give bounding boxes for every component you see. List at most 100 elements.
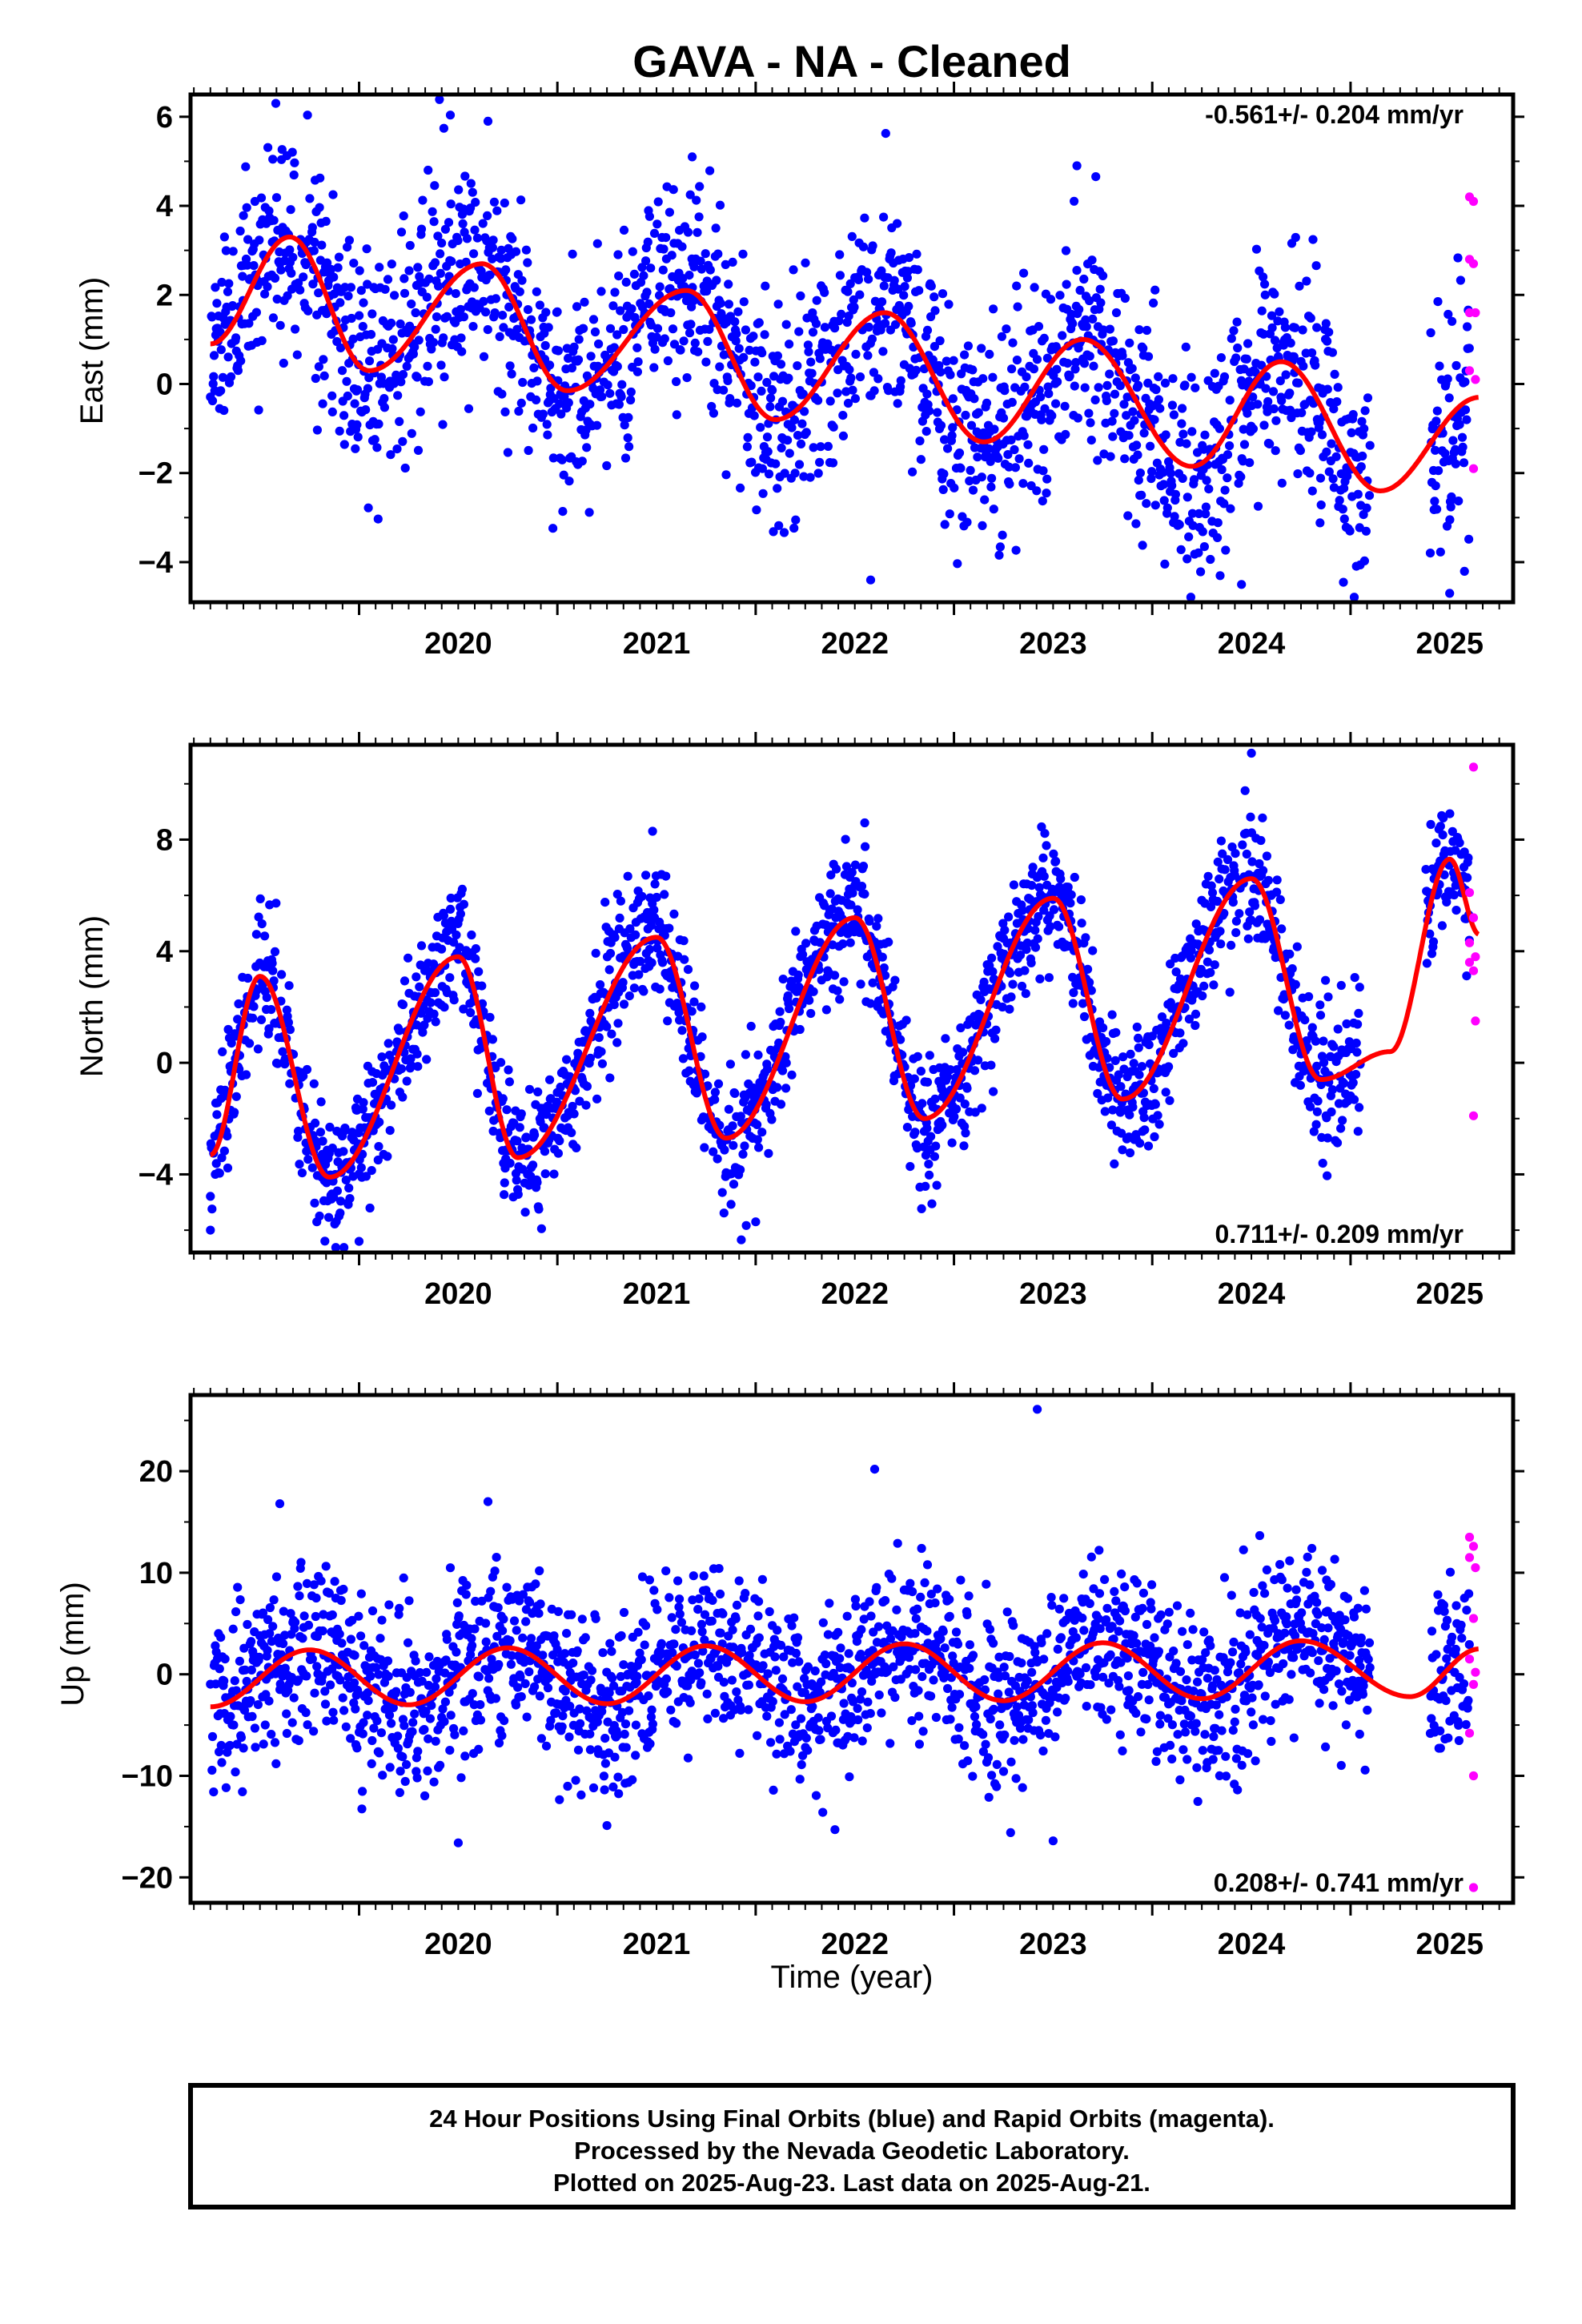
up-point <box>571 1775 580 1785</box>
north-frame-rect <box>188 742 1516 1255</box>
east-point <box>408 349 418 359</box>
north-point <box>909 1074 919 1084</box>
east-point <box>835 250 845 259</box>
east-point <box>936 368 946 377</box>
north-point <box>532 1177 542 1187</box>
up-point <box>294 1736 303 1746</box>
east-point <box>938 289 948 299</box>
east-point <box>734 344 744 353</box>
east-point <box>512 324 522 334</box>
east-point <box>1000 386 1010 396</box>
east-point <box>1456 275 1465 285</box>
north-point <box>725 1059 736 1069</box>
north-point <box>713 1079 724 1088</box>
east-point <box>813 396 823 405</box>
up-point <box>563 1781 572 1791</box>
east-point <box>954 448 965 458</box>
east-point <box>323 258 332 267</box>
east-point <box>308 279 318 289</box>
east-point <box>930 306 940 316</box>
east-point <box>1184 532 1194 542</box>
east-point <box>209 351 219 360</box>
north-point <box>697 1002 706 1011</box>
x-tick-label: 2025 <box>1415 1277 1484 1311</box>
east-point <box>1150 415 1159 424</box>
north-point <box>485 1012 495 1022</box>
up-point <box>400 1776 410 1787</box>
north-point <box>1191 1009 1201 1019</box>
east-point <box>470 225 480 235</box>
east-point <box>624 442 634 452</box>
up-point <box>358 1787 367 1796</box>
north-point <box>655 984 665 994</box>
east-point <box>260 289 270 299</box>
up-point <box>330 1577 339 1586</box>
north-point <box>917 1099 927 1108</box>
north-point <box>773 1083 782 1092</box>
north-point <box>1135 1139 1145 1148</box>
north-point <box>976 995 986 1004</box>
north-point <box>219 1146 229 1156</box>
east-point <box>263 282 272 292</box>
north-point <box>663 1016 673 1026</box>
east-point <box>321 216 331 226</box>
east-point <box>939 469 949 479</box>
north-point <box>585 1053 596 1063</box>
north-point <box>374 1142 383 1152</box>
north-point <box>832 864 841 874</box>
north-rapid-point <box>1468 966 1479 975</box>
east-point <box>963 341 973 351</box>
east-point <box>1275 307 1284 316</box>
east-point <box>1022 372 1031 382</box>
up-point <box>235 1656 244 1666</box>
east-point <box>1055 291 1065 300</box>
east-point <box>912 249 921 259</box>
north-point <box>1129 1059 1138 1068</box>
east-point <box>989 505 998 514</box>
east-point <box>269 215 279 225</box>
north-point <box>1284 1020 1294 1030</box>
east-point <box>1338 505 1347 514</box>
east-point <box>553 346 564 356</box>
east-point <box>1220 485 1230 495</box>
north-point <box>367 1078 378 1088</box>
north-point <box>649 905 659 915</box>
north-point <box>877 952 887 962</box>
up-point <box>396 1767 405 1776</box>
y-tick-label: −2 <box>139 457 173 491</box>
east-point <box>765 402 775 412</box>
north-point <box>1126 1049 1135 1059</box>
east-point <box>614 400 624 409</box>
east-point <box>1105 369 1114 379</box>
east-point <box>879 212 889 222</box>
y-tick-label: 4 <box>156 190 173 223</box>
east-point <box>760 330 769 340</box>
east-point <box>460 171 470 181</box>
east-point <box>777 396 788 406</box>
up-point <box>339 1706 349 1715</box>
east-point <box>462 234 472 243</box>
north-point <box>231 1092 241 1101</box>
north-point <box>679 936 689 946</box>
east-point <box>1202 476 1211 485</box>
east-point <box>1454 497 1464 506</box>
north-point <box>1319 1036 1328 1046</box>
north-point <box>609 1000 619 1010</box>
east-point <box>424 274 434 283</box>
east-point <box>1005 479 1014 489</box>
east-point <box>268 313 278 323</box>
east-point <box>707 401 717 412</box>
north-point <box>502 1105 512 1115</box>
north-point <box>245 1039 255 1048</box>
east-point <box>970 394 979 404</box>
east-point <box>1293 469 1303 479</box>
north-point <box>690 981 700 991</box>
east-point <box>1052 364 1062 374</box>
north-point <box>1304 991 1314 1002</box>
east-point <box>415 271 424 281</box>
up-point <box>411 1656 420 1666</box>
up-point <box>531 1579 540 1589</box>
north-point <box>974 1055 983 1065</box>
north-point <box>1164 1062 1174 1072</box>
north-point <box>207 1204 217 1214</box>
